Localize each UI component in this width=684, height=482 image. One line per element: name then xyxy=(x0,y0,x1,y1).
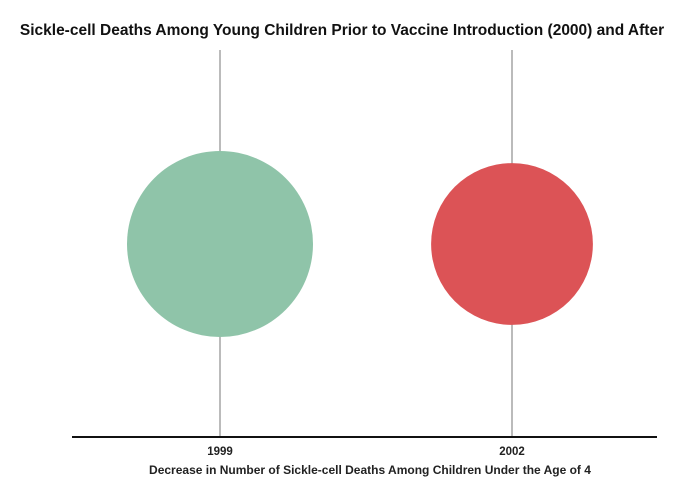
bubble-series xyxy=(127,151,593,337)
chart-title: Sickle-cell Deaths Among Young Children … xyxy=(19,22,665,39)
x-axis-title: Decrease in Number of Sickle-cell Deaths… xyxy=(149,463,591,477)
x-axis-tick-labels: 1999 2002 xyxy=(207,446,525,458)
bubble-1999 xyxy=(127,151,313,337)
x-tick-label-2002: 2002 xyxy=(499,446,525,458)
bubble-2002 xyxy=(431,163,593,325)
x-tick-label-1999: 1999 xyxy=(207,446,233,458)
